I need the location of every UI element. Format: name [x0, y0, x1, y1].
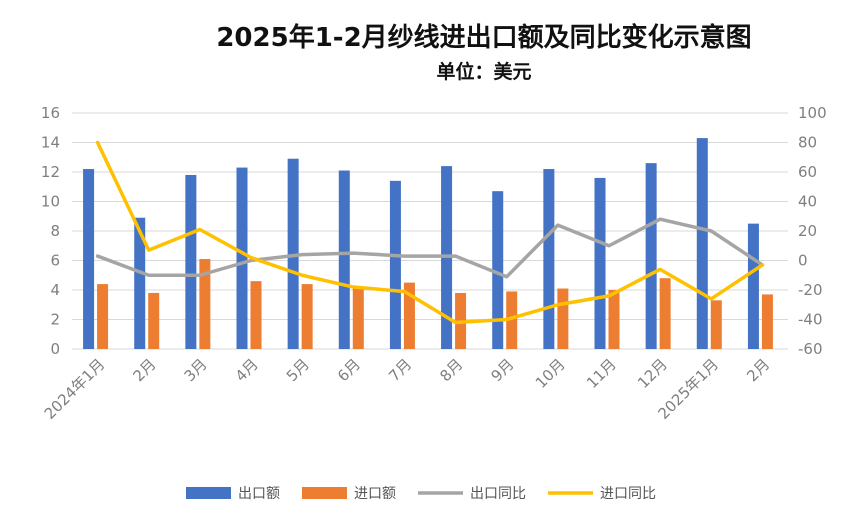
- chart-title: 2025年1-2月纱线进出口额及同比变化示意图: [216, 22, 751, 53]
- left-tick-label: 14: [41, 134, 60, 152]
- series-line: [95, 217, 765, 279]
- bar: [134, 217, 146, 349]
- bar: [710, 300, 722, 349]
- chart-subtitle: 单位：美元: [436, 60, 531, 83]
- right-tick-label: 0: [798, 252, 808, 270]
- bar: [594, 177, 606, 349]
- right-tick-label: -20: [798, 281, 823, 299]
- left-tick-label: 6: [50, 252, 60, 270]
- x-tick-label: 2月: [743, 355, 773, 385]
- bar: [97, 284, 109, 349]
- bar: [761, 294, 773, 349]
- x-tick-label: 7月: [385, 355, 415, 385]
- bar: [747, 223, 759, 349]
- bar: [148, 292, 160, 349]
- line-series: [95, 140, 765, 325]
- bar: [185, 174, 197, 349]
- left-tick-label: 8: [50, 222, 60, 240]
- x-tick-label: 6月: [334, 355, 364, 385]
- right-tick-label: 40: [798, 193, 817, 211]
- legend-swatch: [186, 487, 231, 499]
- bar: [352, 288, 364, 349]
- right-tick-label: 60: [798, 163, 817, 181]
- legend-label: 出口同比: [470, 486, 526, 502]
- right-tick-label: -40: [798, 311, 823, 329]
- x-tick-label: 3月: [181, 355, 211, 385]
- x-tick-label: 4月: [232, 355, 262, 385]
- x-tick-label: 10月: [532, 355, 569, 392]
- bar: [236, 167, 248, 349]
- left-tick-label: 12: [41, 163, 60, 181]
- left-tick-label: 4: [50, 281, 60, 299]
- series-line: [95, 140, 765, 325]
- legend-swatch: [302, 487, 347, 499]
- x-tick-label: 5月: [283, 355, 313, 385]
- bar: [492, 191, 504, 349]
- left-tick-label: 10: [41, 193, 60, 211]
- right-tick-label: -60: [798, 340, 823, 358]
- x-tick-label: 12月: [634, 355, 671, 392]
- bar: [659, 278, 671, 349]
- legend-label: 出口额: [238, 486, 280, 502]
- bar: [543, 169, 555, 349]
- x-tick-label: 2月: [129, 355, 159, 385]
- x-tick-label: 2024年1月: [41, 355, 109, 423]
- x-tick-label: 11月: [583, 355, 620, 392]
- bar: [389, 180, 401, 349]
- left-tick-label: 16: [41, 104, 60, 122]
- bar: [403, 282, 415, 349]
- legend: 出口额 进口额 出口同比 进口同比: [186, 486, 656, 502]
- left-tick-label: 0: [50, 340, 60, 358]
- right-tick-label: 20: [798, 222, 817, 240]
- x-tick-label: 8月: [436, 355, 466, 385]
- right-axis-ticks: -60 -40 -20 0 20 40 60 80 100: [798, 104, 827, 358]
- bar: [696, 138, 708, 349]
- legend-label: 进口额: [354, 486, 396, 502]
- gridlines: [72, 112, 788, 350]
- legend-label: 进口同比: [600, 486, 656, 502]
- right-tick-label: 100: [798, 104, 827, 122]
- bar: [199, 259, 211, 349]
- bar: [557, 288, 569, 349]
- bar: [83, 169, 95, 349]
- bar: [338, 170, 350, 349]
- left-axis-ticks: 0 2 4 6 8 10 12 14 16: [41, 104, 60, 358]
- x-tick-label: 9月: [487, 355, 517, 385]
- bar: [287, 158, 299, 349]
- bar: [645, 163, 657, 349]
- bar: [608, 290, 620, 349]
- bar-series: [83, 138, 773, 349]
- bar: [506, 291, 518, 349]
- bar: [250, 281, 262, 349]
- right-tick-label: 80: [798, 134, 817, 152]
- left-tick-label: 2: [50, 311, 60, 329]
- bar: [301, 284, 313, 349]
